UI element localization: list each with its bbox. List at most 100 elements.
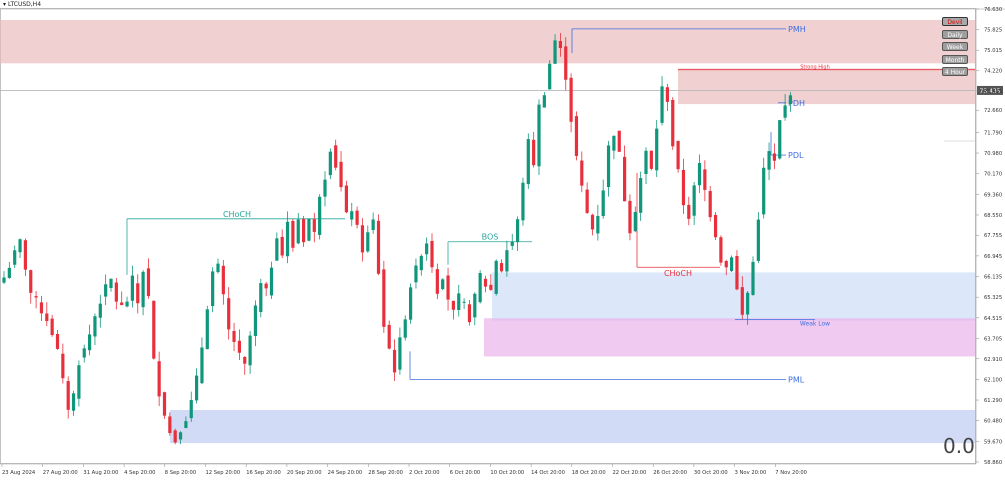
x-tick-label: 10 Oct 20:00 bbox=[490, 470, 524, 476]
candle-body bbox=[446, 275, 450, 300]
candle-body bbox=[697, 163, 702, 186]
candle-body bbox=[537, 104, 541, 167]
candle-body bbox=[307, 218, 311, 241]
candle-body bbox=[740, 287, 744, 315]
y-tick-label: 65.325 bbox=[984, 295, 1002, 301]
x-tick-label: 16 Sep 20:00 bbox=[246, 470, 281, 476]
candle-body bbox=[173, 430, 177, 443]
candle-body bbox=[323, 179, 327, 197]
level-layer: PMH Strong High PDH PDL Weak Low PML CHoCH BOS C… bbox=[0, 25, 975, 384]
x-tick-label: 8 Sep 20:00 bbox=[165, 470, 196, 476]
timeframe-button-month[interactable]: Month bbox=[942, 54, 968, 64]
candle-body bbox=[34, 296, 38, 298]
candle-body bbox=[334, 145, 338, 168]
candle-body bbox=[660, 86, 664, 123]
candle-body bbox=[269, 267, 274, 296]
y-tick-label: 66.135 bbox=[984, 275, 1002, 281]
candle-body bbox=[478, 273, 482, 303]
x-tick-label: 3 Nov 20:00 bbox=[735, 470, 767, 476]
chart-frame bbox=[0, 8, 976, 464]
candle-body bbox=[232, 330, 236, 342]
candle-body bbox=[13, 250, 17, 265]
candle-body bbox=[676, 140, 680, 170]
candle-body bbox=[227, 298, 231, 330]
x-tick-label: 22 Oct 20:00 bbox=[613, 470, 647, 476]
timeframe-button-daily[interactable]: Daily bbox=[942, 29, 968, 39]
candle-body bbox=[280, 236, 284, 256]
candle-body bbox=[243, 356, 247, 364]
candle-body bbox=[756, 219, 760, 261]
candle-body bbox=[45, 313, 49, 322]
candle-body bbox=[623, 156, 627, 202]
candle-body bbox=[109, 278, 113, 288]
candle-body bbox=[665, 87, 669, 102]
y-tick-label: 74.220 bbox=[984, 68, 1002, 74]
candle-body bbox=[494, 260, 498, 294]
x-tick-label: 26 Oct 20:00 bbox=[653, 470, 687, 476]
candle-body bbox=[291, 220, 295, 248]
candle-body bbox=[473, 293, 477, 318]
x-tick-label: 24 Sep 20:00 bbox=[328, 470, 363, 476]
candle-body bbox=[681, 169, 686, 206]
candle-body bbox=[467, 304, 472, 323]
candle-body bbox=[719, 237, 723, 263]
candle-body bbox=[558, 40, 562, 48]
candle-body bbox=[285, 221, 290, 257]
candle-body bbox=[392, 349, 397, 373]
candle-body bbox=[114, 282, 118, 302]
candle-body bbox=[55, 333, 60, 349]
y-tick-label: 70.980 bbox=[984, 151, 1002, 157]
current-price-tag-text: 73.435 bbox=[980, 88, 1001, 95]
y-tick-label: 75.015 bbox=[984, 48, 1002, 54]
x-tick-label: 31 Aug 20:00 bbox=[83, 470, 118, 476]
candle-body bbox=[617, 130, 621, 152]
x-tick-label: 23 Aug 2024 bbox=[2, 470, 36, 476]
candle-body bbox=[644, 150, 648, 175]
zone-upper-demand bbox=[492, 272, 975, 321]
candle-body bbox=[205, 309, 209, 350]
timeframe-button-4-hour[interactable]: 4 Hour bbox=[942, 67, 968, 77]
x-tick-label: 30 Oct 20:00 bbox=[694, 470, 728, 476]
candle-body bbox=[152, 300, 156, 359]
x-tick-label: 6 Oct 20:00 bbox=[450, 470, 481, 476]
symbol-title: ▾ LTCUSD,H4 bbox=[3, 1, 41, 8]
candle-body bbox=[82, 348, 86, 358]
candle-body bbox=[146, 268, 151, 297]
choch-bear-label: CHoCH bbox=[664, 269, 692, 278]
candle-body bbox=[237, 340, 241, 353]
timeframe-button-week[interactable]: Week bbox=[942, 42, 968, 52]
candle-body bbox=[23, 240, 27, 270]
dropdown-triangle-icon[interactable]: ▾ bbox=[3, 1, 7, 8]
candle-body bbox=[302, 218, 306, 243]
candle-body bbox=[200, 347, 204, 384]
candle-body bbox=[590, 214, 595, 230]
y-tick-label: 58.860 bbox=[984, 460, 1002, 466]
y-tick-label: 62.910 bbox=[984, 357, 1002, 363]
candle-body bbox=[430, 240, 434, 268]
candle-body bbox=[50, 318, 54, 336]
zone-strong-high-supply bbox=[678, 68, 975, 105]
candle-body bbox=[39, 302, 44, 314]
candle-body bbox=[713, 214, 718, 238]
candle-body bbox=[93, 316, 97, 337]
candle-body bbox=[772, 153, 776, 161]
pdh-label: PDH bbox=[788, 99, 805, 108]
candle-body bbox=[7, 267, 11, 278]
candle-body bbox=[371, 219, 375, 230]
candle-body bbox=[387, 324, 391, 349]
candle-body bbox=[692, 185, 696, 216]
candle-body bbox=[671, 99, 675, 147]
candle-body bbox=[441, 279, 445, 290]
choch-bull-label: CHoCH bbox=[223, 210, 251, 219]
candle-body bbox=[489, 284, 493, 290]
candle-body bbox=[526, 139, 530, 185]
candle-body bbox=[596, 216, 600, 234]
zone-top-supply bbox=[0, 19, 975, 64]
y-tick-label: 64.515 bbox=[984, 316, 1002, 322]
candle-body bbox=[168, 416, 172, 434]
candle-body bbox=[195, 375, 199, 401]
candle-body bbox=[211, 271, 215, 307]
x-tick-label: 20 Sep 20:00 bbox=[287, 470, 322, 476]
timeframe-button-devil[interactable]: Devil bbox=[942, 17, 968, 26]
